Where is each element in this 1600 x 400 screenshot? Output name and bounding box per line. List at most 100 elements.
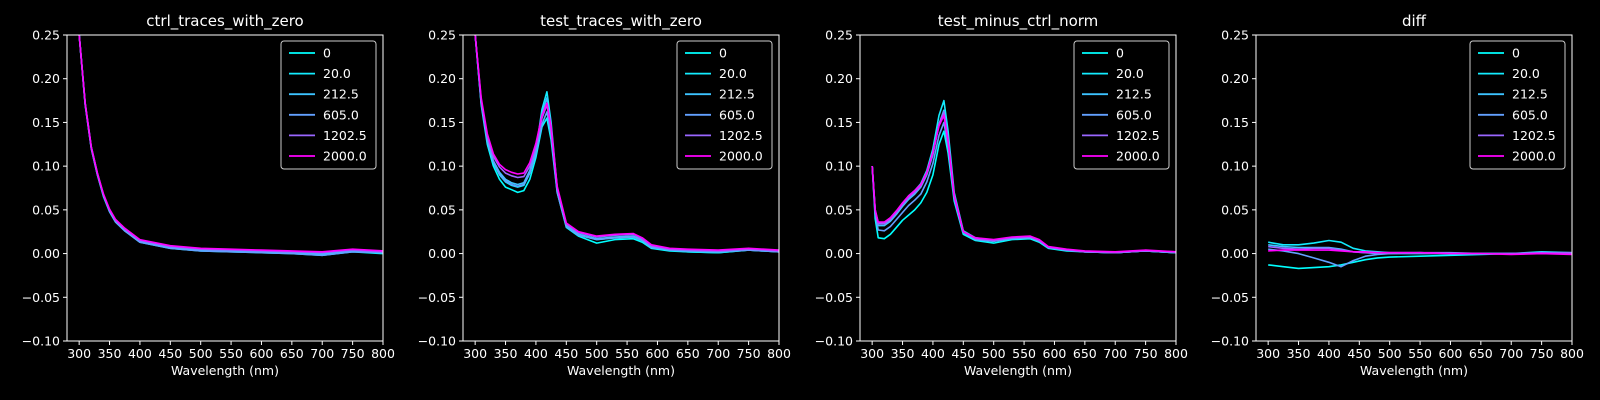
- y-tick-label: 0.20: [825, 71, 853, 86]
- y-tick-label: −0.10: [815, 334, 853, 349]
- x-tick-label: 450: [951, 346, 975, 361]
- series-line-2000_0: [1268, 249, 1572, 256]
- y-tick-label: 0.15: [825, 115, 853, 130]
- x-tick-label: 800: [767, 346, 791, 361]
- x-tick-label: 450: [1347, 346, 1371, 361]
- x-tick-label: 350: [891, 346, 915, 361]
- legend-label: 212.5: [323, 87, 359, 102]
- x-tick-label: 400: [1317, 346, 1341, 361]
- legend-label: 1202.5: [1512, 128, 1556, 143]
- y-tick-label: 0.15: [1221, 115, 1249, 130]
- legend-label: 1202.5: [719, 128, 763, 143]
- x-tick-label: 700: [1103, 346, 1127, 361]
- chart-panel: test_traces_with_zero 300 350 400 450 500 550 6…: [418, 12, 791, 378]
- legend-label: 2000.0: [1512, 149, 1556, 164]
- legend-label: 20.0: [1116, 66, 1144, 81]
- y-tick-label: 0.20: [32, 71, 60, 86]
- y-tick-label: 0.15: [32, 115, 60, 130]
- legend-label: 1202.5: [323, 128, 367, 143]
- x-tick-label: 600: [250, 346, 274, 361]
- y-tick-label: −0.10: [1211, 334, 1249, 349]
- y-tick-label: −0.10: [22, 334, 60, 349]
- x-tick-label: 500: [585, 346, 609, 361]
- x-tick-label: 350: [1287, 346, 1311, 361]
- legend-label: 605.0: [719, 107, 755, 122]
- series-line-0: [1268, 251, 1572, 270]
- y-tick-label: 0.25: [825, 28, 853, 43]
- chart-title: diff: [1402, 12, 1427, 30]
- chart-title: test_minus_ctrl_norm: [938, 12, 1099, 31]
- chart-title: test_traces_with_zero: [540, 12, 702, 31]
- series-lines: [78, 35, 383, 257]
- series-line-2000_0: [871, 114, 1176, 253]
- x-tick-label: 600: [646, 346, 670, 361]
- x-tick-label: 550: [1408, 346, 1432, 361]
- y-tick-label: 0.10: [1221, 159, 1249, 174]
- series-line-2000_0: [78, 35, 383, 253]
- y-tick-label: 0.05: [428, 202, 456, 217]
- y-tick-label: 0.25: [1221, 28, 1249, 43]
- y-tick-label: −0.05: [22, 290, 60, 305]
- x-tick-label: 500: [189, 346, 213, 361]
- x-axis-label: Wavelength (nm): [1360, 363, 1468, 378]
- legend-label: 20.0: [323, 66, 351, 81]
- x-axis-label: Wavelength (nm): [171, 363, 279, 378]
- axes-frame: [66, 34, 384, 342]
- legend-label: 20.0: [1512, 66, 1540, 81]
- x-tick-label: 650: [280, 346, 304, 361]
- legend-label: 2000.0: [1116, 149, 1160, 164]
- x-tick-label: 750: [737, 346, 761, 361]
- y-tick-label: −0.05: [418, 290, 456, 305]
- series-line-2000_0: [474, 35, 779, 251]
- x-tick-label: 300: [860, 346, 884, 361]
- x-tick-label: 350: [98, 346, 122, 361]
- y-tick-label: 0.25: [428, 28, 456, 43]
- x-tick-label: 550: [615, 346, 639, 361]
- x-tick-label: 300: [1256, 346, 1280, 361]
- series-line-605_0: [1268, 248, 1572, 268]
- y-tick-label: 0.10: [32, 159, 60, 174]
- x-tick-label: 400: [524, 346, 548, 361]
- legend-label: 212.5: [1116, 87, 1152, 102]
- y-tick-label: −0.05: [1211, 290, 1249, 305]
- legend: 0 20.0 212.5 605.0 1202.5 2000.0: [1073, 40, 1170, 170]
- x-tick-label: 700: [1499, 346, 1523, 361]
- x-tick-label: 750: [1134, 346, 1158, 361]
- y-tick-label: 0.00: [32, 246, 60, 261]
- x-tick-label: 700: [706, 346, 730, 361]
- y-tick-label: 0.00: [428, 246, 456, 261]
- x-tick-label: 800: [1164, 346, 1188, 361]
- y-tick-label: 0.00: [1221, 246, 1249, 261]
- x-tick-label: 350: [494, 346, 518, 361]
- x-tick-label: 750: [1530, 346, 1554, 361]
- y-tick-label: 0.20: [1221, 71, 1249, 86]
- axes-frame: [1255, 34, 1573, 342]
- series-lines: [1268, 239, 1572, 270]
- x-tick-label: 400: [128, 346, 152, 361]
- legend-label: 605.0: [1116, 107, 1152, 122]
- y-tick-label: 0.10: [825, 159, 853, 174]
- series-lines: [474, 35, 779, 254]
- legend-label: 2000.0: [719, 149, 763, 164]
- chart-panel: test_minus_ctrl_norm 300 350 400 450 500 550 60…: [815, 12, 1188, 378]
- legend-label: 212.5: [1512, 87, 1548, 102]
- x-axis-label: Wavelength (nm): [567, 363, 675, 378]
- x-tick-label: 500: [982, 346, 1006, 361]
- y-tick-label: 0.10: [428, 159, 456, 174]
- axes-frame: [462, 34, 780, 342]
- y-tick-label: 0.20: [428, 71, 456, 86]
- legend-label: 0: [1512, 46, 1520, 61]
- legend-label: 605.0: [1512, 107, 1548, 122]
- x-tick-label: 650: [1469, 346, 1493, 361]
- x-tick-label: 300: [463, 346, 487, 361]
- y-tick-label: −0.05: [815, 290, 853, 305]
- x-tick-label: 600: [1439, 346, 1463, 361]
- chart-panel: ctrl_traces_with_zero 300 350 400 450 500 550 6…: [22, 12, 395, 378]
- y-tick-label: 0.05: [1221, 202, 1249, 217]
- legend: 0 20.0 212.5 605.0 1202.5 2000.0: [280, 40, 377, 170]
- x-tick-label: 800: [1560, 346, 1584, 361]
- x-tick-label: 800: [371, 346, 395, 361]
- legend-label: 2000.0: [323, 149, 367, 164]
- x-tick-label: 650: [1073, 346, 1097, 361]
